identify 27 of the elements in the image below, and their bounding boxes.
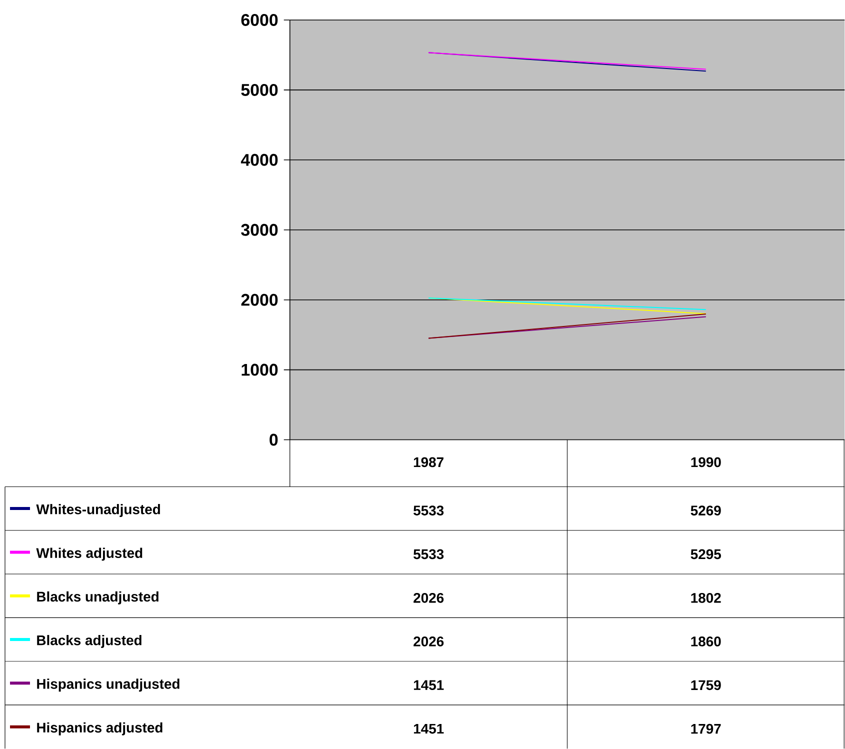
legend-label: Hispanics adjusted xyxy=(37,722,162,736)
data-label: 5295 xyxy=(690,549,721,560)
x-tick-label: 1987 xyxy=(414,457,444,468)
legend-label: Whites adjusted xyxy=(36,548,142,561)
data-label: 2026 xyxy=(414,592,444,603)
data-label: 1759 xyxy=(691,680,721,690)
data-label: 2026 xyxy=(414,636,444,646)
legend-label: Blacks adjusted xyxy=(37,635,142,648)
data-label: 5533 xyxy=(414,549,444,560)
legend-label: Hispanics unadjusted xyxy=(37,678,180,692)
y-tick-label: 3000 xyxy=(241,224,278,236)
x-tick-label: 1990 xyxy=(691,457,721,468)
legend-label: Whites-unadjusted xyxy=(36,504,160,518)
data-label: 1802 xyxy=(691,592,721,603)
y-tick-label: 1000 xyxy=(242,364,278,376)
data-label: 5269 xyxy=(690,506,721,516)
y-tick-label: 5000 xyxy=(241,84,278,96)
data-label: 1860 xyxy=(691,636,721,646)
data-label: 5533 xyxy=(414,506,444,516)
y-tick-label: 4000 xyxy=(240,154,278,166)
data-label: 1451 xyxy=(414,724,444,734)
y-tick-label: 6000 xyxy=(241,14,278,26)
y-tick-label: 0 xyxy=(270,434,278,446)
data-label: 1797 xyxy=(691,724,721,734)
legend-label: Blacks unadjusted xyxy=(37,591,158,604)
data-label: 1451 xyxy=(414,680,444,690)
y-tick-label: 2000 xyxy=(241,294,278,306)
